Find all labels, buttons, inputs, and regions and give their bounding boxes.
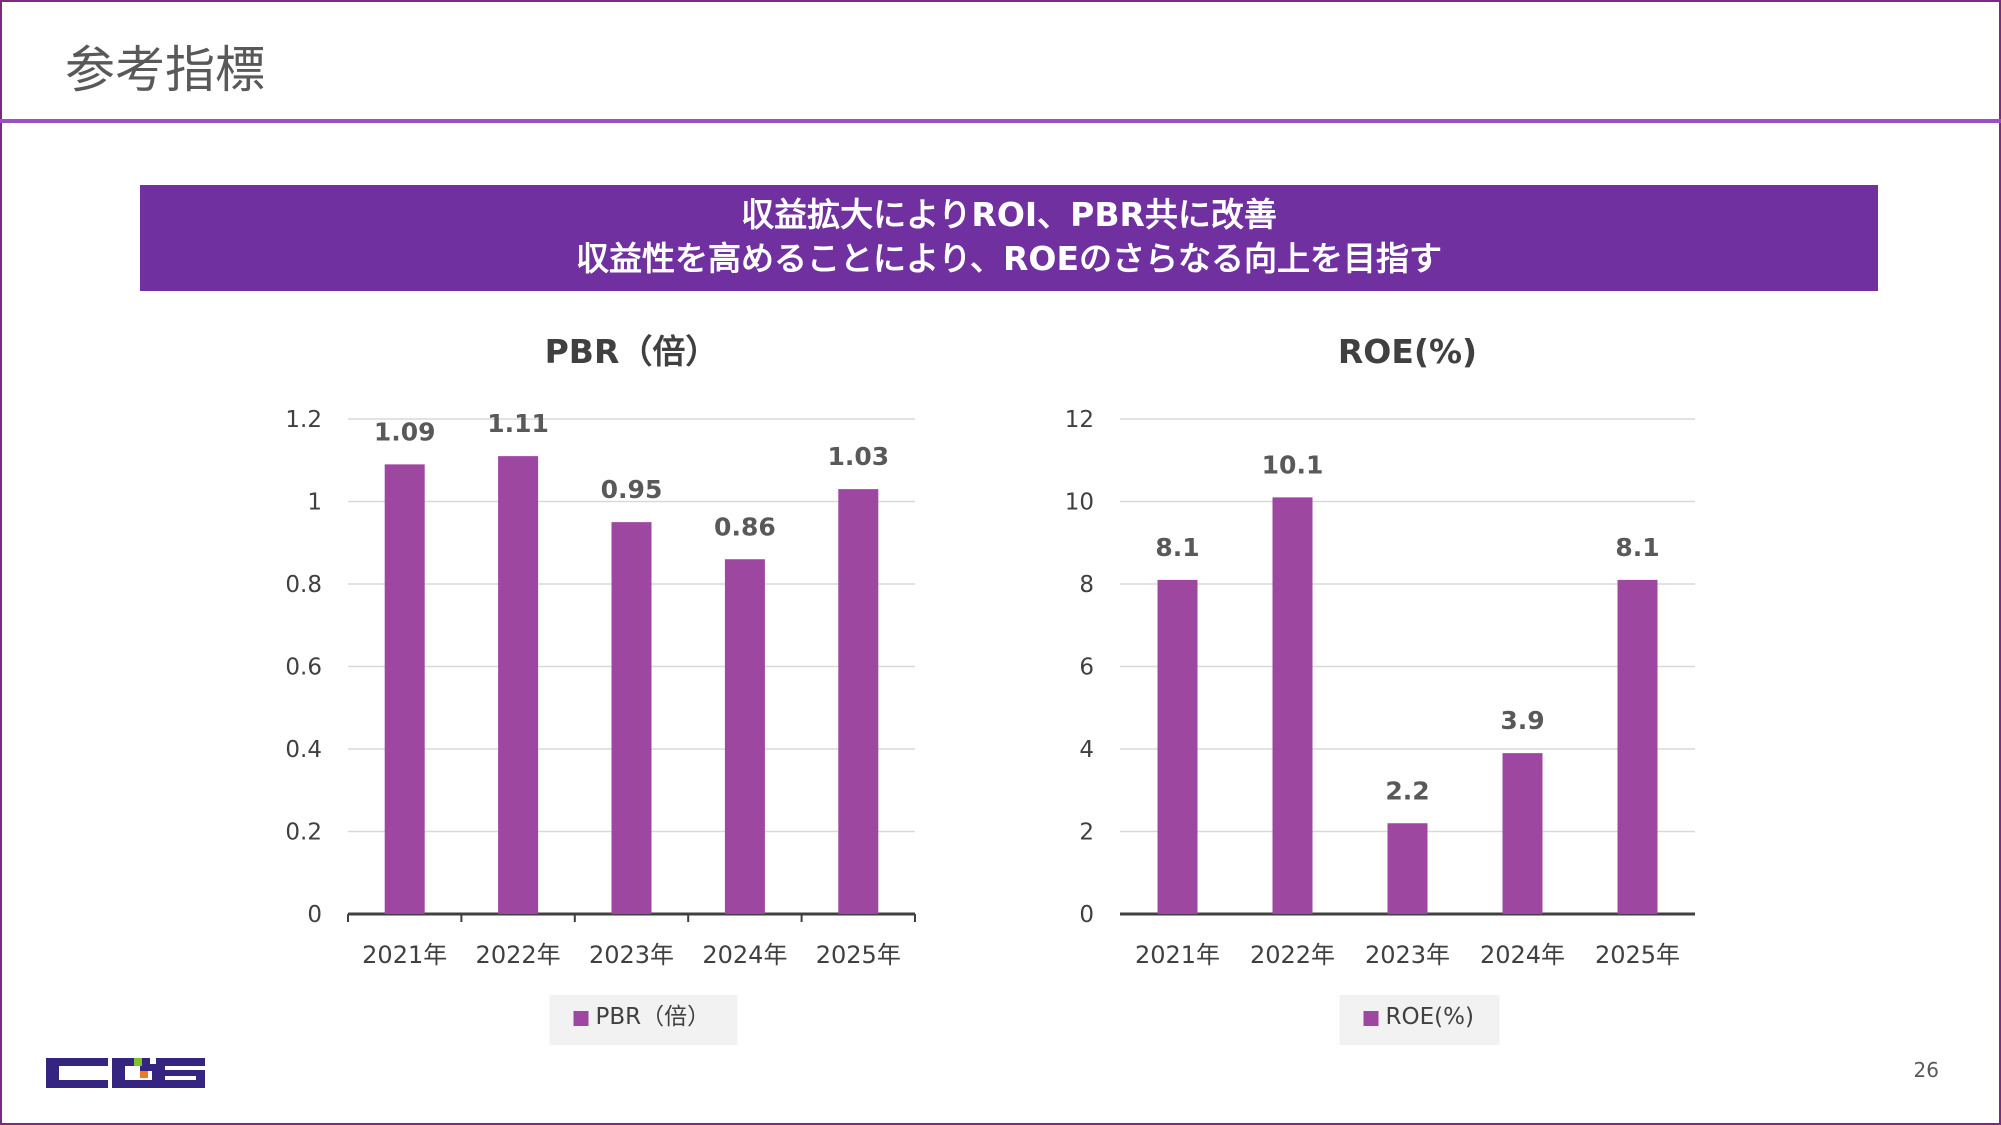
data-label: 3.9 <box>1500 706 1544 735</box>
y-tick-label: 10 <box>1065 490 1094 516</box>
y-tick-label: 0.6 <box>285 655 322 681</box>
x-tick-label: 2023年 <box>589 941 674 969</box>
y-tick-label: 0 <box>307 902 322 928</box>
x-tick-label: 2025年 <box>1595 941 1680 969</box>
page-title: 参考指標 <box>65 41 265 99</box>
y-tick-label: 0.2 <box>285 820 322 846</box>
x-tick-label: 2021年 <box>1135 941 1220 969</box>
bar <box>1617 579 1658 914</box>
y-tick-label: 1.2 <box>285 407 322 433</box>
chart-title: PBR（倍） <box>545 332 719 371</box>
header-divider <box>0 119 2001 123</box>
data-label: 1.11 <box>487 409 549 438</box>
x-tick-label: 2025年 <box>816 941 901 969</box>
page-number: 26 <box>1913 1058 1939 1082</box>
bar <box>724 559 765 914</box>
bar <box>838 489 879 914</box>
x-tick-label: 2024年 <box>702 941 787 969</box>
x-tick-label: 2023年 <box>1365 941 1450 969</box>
summary-banner: 収益拡大によりROI、PBR共に改善 収益性を高めることにより、ROEのさらなる… <box>140 185 1878 291</box>
bar <box>611 522 652 914</box>
y-tick-label: 12 <box>1065 407 1094 433</box>
y-tick-label: 8 <box>1079 572 1094 598</box>
bar <box>1272 497 1313 914</box>
y-tick-label: 0 <box>1079 902 1094 928</box>
data-label: 0.95 <box>601 475 663 504</box>
data-label: 10.1 <box>1262 450 1324 479</box>
bar <box>498 456 539 914</box>
legend-label: ROE(%) <box>1386 1004 1474 1030</box>
data-label: 1.09 <box>374 417 436 446</box>
data-label: 2.2 <box>1385 776 1429 805</box>
chart-title: ROE(%) <box>1338 332 1477 371</box>
data-label: 8.1 <box>1615 533 1659 562</box>
y-tick-label: 4 <box>1079 737 1094 763</box>
data-label: 0.86 <box>714 512 776 541</box>
banner-line-1: 収益拡大によりROI、PBR共に改善 <box>741 195 1277 234</box>
bar <box>384 464 425 914</box>
x-tick-label: 2022年 <box>476 941 561 969</box>
y-tick-label: 1 <box>307 490 322 516</box>
data-label: 8.1 <box>1155 533 1199 562</box>
x-tick-label: 2021年 <box>362 941 447 969</box>
y-tick-label: 0.8 <box>285 572 322 598</box>
legend-label: PBR（倍） <box>596 1004 711 1030</box>
bar <box>1157 579 1198 914</box>
y-tick-label: 6 <box>1079 655 1094 681</box>
legend-swatch <box>1363 1011 1379 1026</box>
x-tick-label: 2024年 <box>1480 941 1565 969</box>
y-tick-label: 2 <box>1079 820 1094 846</box>
bar <box>1387 823 1428 914</box>
bar <box>1502 753 1543 914</box>
banner-line-2: 収益性を高めることにより、ROEのさらなる向上を目指す <box>575 239 1443 278</box>
x-tick-label: 2022年 <box>1250 941 1335 969</box>
data-label: 1.03 <box>827 442 889 471</box>
y-tick-label: 0.4 <box>285 737 322 763</box>
legend-swatch <box>573 1011 589 1026</box>
